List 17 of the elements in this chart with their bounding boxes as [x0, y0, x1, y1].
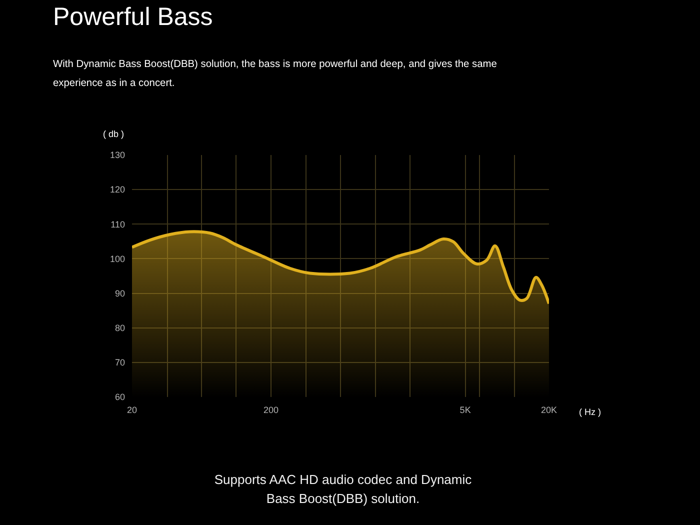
x-tick-label: 5K: [460, 405, 471, 415]
x-tick-label: 20: [126, 405, 138, 415]
x-tick-label: 200: [263, 405, 279, 415]
x-axis-title: ( Hz ): [579, 407, 601, 417]
y-tick-label: 100: [110, 254, 125, 264]
y-tick-label: 70: [114, 358, 125, 368]
y-tick-label: 130: [110, 150, 125, 160]
x-tick-label: 20K: [540, 405, 558, 415]
y-tick-label: 60: [114, 392, 125, 402]
y-tick-label: 90: [114, 288, 125, 298]
text: Supports AAC HD audio codec and Dynamic Bass Boost(DBB) solution.: [213, 471, 473, 508]
chart-title: Powerful Bass: [53, 3, 213, 32]
y-tick-label: 110: [110, 219, 125, 230]
chart-subtitle: With Dynamic Bass Boost(DBB) solution, the bass is more powerful and deep, and gives the same experience as in a concert.: [53, 58, 498, 91]
y-tick-label: 120: [110, 184, 125, 195]
y-axis-title: ( db ): [103, 129, 124, 139]
y-tick-label: 80: [114, 323, 125, 334]
